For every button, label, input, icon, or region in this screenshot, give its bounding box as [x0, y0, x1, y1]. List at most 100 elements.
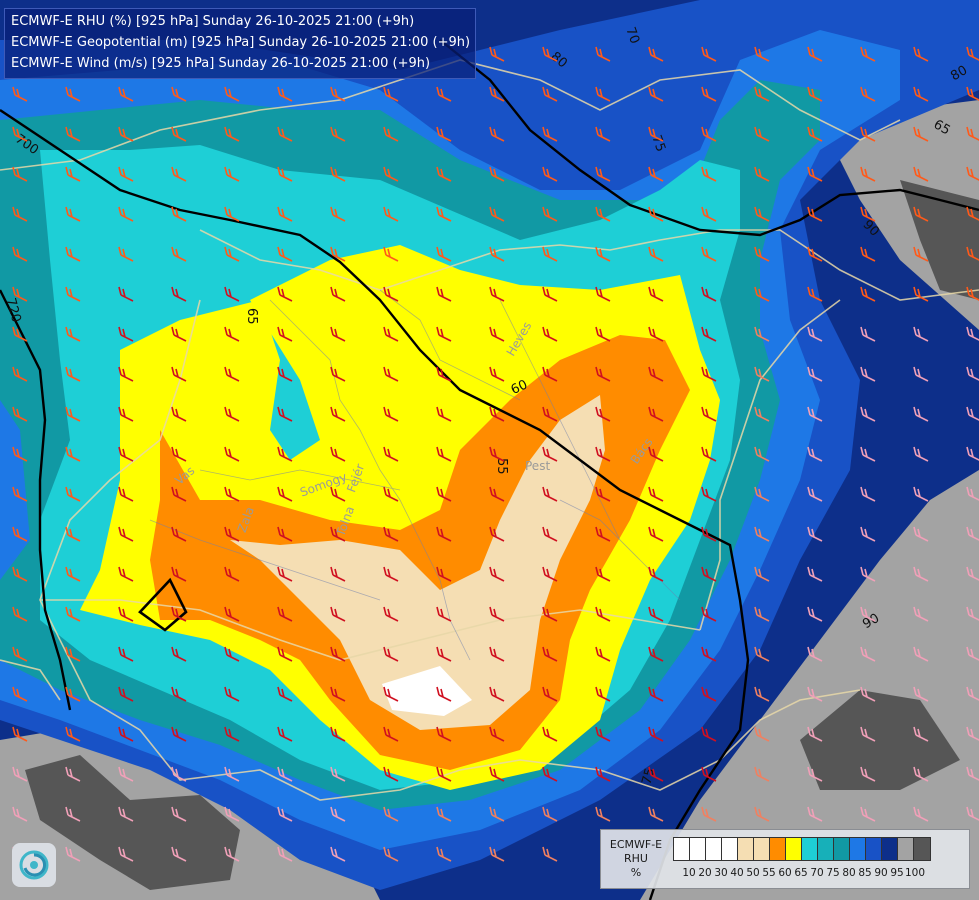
- legend-tick-label: 60: [778, 867, 792, 879]
- rh-field-95-southwest: [25, 755, 240, 890]
- wind-barb-icon: [330, 566, 346, 582]
- legend-colorbar: [673, 837, 931, 861]
- wind-barb-icon: [966, 566, 979, 581]
- wind-barb-icon: [171, 846, 187, 862]
- legend-swatch: [802, 838, 818, 860]
- wind-barb-icon: [224, 286, 240, 302]
- wind-barb-icon: [436, 286, 452, 302]
- wind-barb-icon: [277, 846, 293, 862]
- legend-tick-label: 50: [746, 867, 760, 879]
- wind-barb-icon: [436, 366, 452, 382]
- wind-barb-icon: [383, 166, 399, 182]
- wind-barb-icon: [648, 166, 664, 182]
- county-lines: [149, 289, 681, 661]
- wind-barb-icon: [224, 486, 240, 502]
- wind-barb-icon: [12, 326, 28, 342]
- wind-barb-icon: [966, 206, 979, 221]
- wind-barb-icon: [807, 246, 823, 262]
- wind-barb-icon: [436, 846, 452, 862]
- wind-barb-icon: [330, 686, 346, 702]
- wind-barb-icon: [224, 726, 240, 742]
- wind-barb-icon: [330, 166, 346, 182]
- wind-barb-icon: [648, 86, 664, 102]
- geopotential-contours: [0, 39, 979, 900]
- wind-barb-icon: [224, 126, 240, 142]
- header-line-rhu: ECMWF-E RHU (%) [925 hPa] Sunday 26-10-2…: [11, 14, 415, 29]
- wind-barb-icon: [277, 726, 293, 742]
- wind-barb-icon: [489, 326, 505, 342]
- wind-barb-icon: [860, 366, 876, 382]
- wind-barb-icon: [489, 486, 505, 502]
- legend-title-variable: RHU: [624, 852, 648, 865]
- rh-field-below-50: [382, 666, 472, 716]
- wind-barb-icon: [807, 726, 823, 742]
- legend-swatch: [818, 838, 834, 860]
- wind-barb-icon: [542, 86, 558, 102]
- wind-barb-icon: [171, 486, 187, 502]
- wind-barb-icon: [860, 206, 876, 222]
- wind-barb-icon: [118, 486, 134, 502]
- header-line-geopotential: ECMWF-E Geopotential (m) [925 hPa] Sunda…: [11, 35, 471, 50]
- wind-barb-icon: [966, 246, 979, 261]
- wind-barb-icon: [436, 686, 452, 702]
- wind-barb-icon: [754, 86, 770, 102]
- legend-tick-label: 85: [858, 867, 872, 879]
- wind-barb-icon: [754, 726, 770, 742]
- wind-barb-icon: [860, 646, 876, 662]
- wind-barb-icon: [542, 606, 558, 622]
- wind-barb-icon: [701, 606, 717, 622]
- wind-barb-icon: [701, 766, 717, 782]
- wind-barb-icon: [807, 86, 823, 102]
- wind-barb-icon: [966, 166, 979, 181]
- wind-barb-icon: [277, 326, 293, 342]
- wind-barb-icon: [913, 806, 929, 822]
- wind-barb-icon: [489, 566, 505, 582]
- wind-barb-icon: [913, 766, 929, 782]
- wind-barb-icon: [118, 206, 134, 222]
- wind-barb-icon: [118, 286, 134, 302]
- wind-barb-icon: [383, 246, 399, 262]
- rh-contour-label: 65: [244, 308, 259, 325]
- wind-barb-icon: [595, 486, 611, 502]
- wind-barb-icon: [754, 206, 770, 222]
- wind-barb-icon: [754, 646, 770, 662]
- wind-barb-icon: [595, 726, 611, 742]
- wind-barb-icon: [913, 446, 929, 462]
- wind-barb-icon: [754, 606, 770, 622]
- wind-barb-icon: [595, 246, 611, 262]
- wind-barb-icon: [118, 606, 134, 622]
- contour-700: [0, 109, 750, 900]
- wind-barb-icon: [966, 126, 979, 141]
- wind-barb-icon: [330, 246, 346, 262]
- wind-barb-icon: [12, 206, 28, 222]
- wind-barb-icon: [860, 246, 876, 262]
- wind-barb-icon: [913, 46, 929, 62]
- wind-barb-icon: [171, 326, 187, 342]
- wind-barb-icon: [754, 806, 770, 822]
- wind-barb-icon: [330, 86, 346, 102]
- ecmwf-logo-icon: [12, 843, 56, 887]
- wind-barb-icon: [224, 246, 240, 262]
- wind-barb-icon: [966, 446, 979, 461]
- wind-barb-icon: [807, 806, 823, 822]
- wind-barb-icon: [595, 46, 611, 62]
- wind-barb-icon: [595, 166, 611, 182]
- wind-barb-icon: [436, 86, 452, 102]
- wind-barb-icon: [966, 686, 979, 701]
- wind-barb-icon: [436, 126, 452, 142]
- wind-barb-icon: [860, 766, 876, 782]
- wind-barbs: [12, 46, 979, 862]
- wind-barb-icon: [860, 526, 876, 542]
- wind-barb-icon: [595, 86, 611, 102]
- wind-barb-icon: [65, 806, 81, 822]
- wind-barb-icon: [224, 766, 240, 782]
- wind-barb-icon: [966, 606, 979, 621]
- wind-barb-icon: [648, 726, 664, 742]
- wind-barb-icon: [860, 286, 876, 302]
- wind-barb-icon: [542, 166, 558, 182]
- wind-barb-icon: [489, 86, 505, 102]
- wind-barb-icon: [330, 126, 346, 142]
- wind-barb-icon: [913, 566, 929, 582]
- wind-barb-icon: [277, 366, 293, 382]
- legend-tick-label: 10: [682, 867, 696, 879]
